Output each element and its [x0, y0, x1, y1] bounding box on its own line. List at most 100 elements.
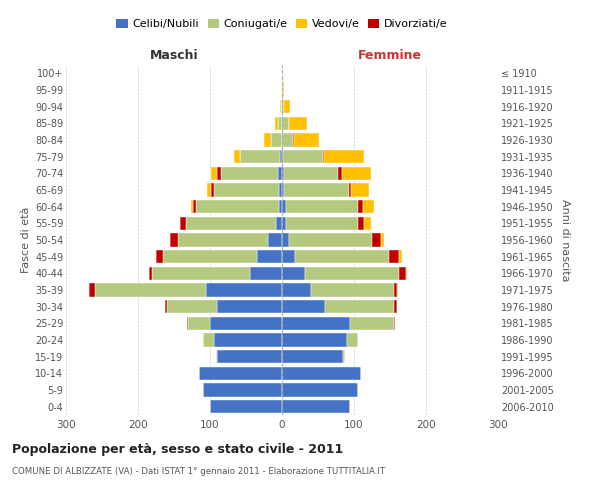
Bar [280, 100, 281, 114]
Bar [167, 300, 217, 314]
Bar [394, 316, 395, 330]
Bar [279, 200, 282, 213]
Bar [89, 284, 95, 296]
Bar [282, 134, 293, 146]
Bar [149, 266, 152, 280]
Bar [235, 150, 240, 164]
Bar [343, 350, 344, 364]
Bar [95, 284, 206, 296]
Bar [282, 234, 289, 246]
Bar [358, 216, 364, 230]
Bar [214, 184, 279, 196]
Bar [350, 316, 394, 330]
Bar [389, 250, 400, 264]
Bar [286, 216, 358, 230]
Bar [305, 266, 398, 280]
Legend: Celibi/Nubili, Coniugati/e, Vedovi/e, Divorziati/e: Celibi/Nubili, Coniugati/e, Vedovi/e, Di… [112, 14, 452, 34]
Bar [282, 84, 283, 96]
Bar [364, 216, 371, 230]
Bar [268, 234, 282, 246]
Bar [282, 200, 286, 213]
Text: Popolazione per età, sesso e stato civile - 2011: Popolazione per età, sesso e stato civil… [12, 442, 343, 456]
Bar [282, 300, 325, 314]
Bar [283, 84, 284, 96]
Text: Femmine: Femmine [358, 48, 422, 62]
Bar [257, 250, 282, 264]
Bar [163, 250, 257, 264]
Bar [211, 166, 217, 180]
Bar [170, 234, 178, 246]
Bar [214, 334, 282, 346]
Bar [276, 216, 282, 230]
Bar [282, 184, 284, 196]
Bar [217, 350, 282, 364]
Bar [216, 350, 217, 364]
Bar [278, 166, 282, 180]
Bar [156, 250, 163, 264]
Bar [380, 234, 384, 246]
Text: COMUNE DI ALBIZZATE (VA) - Dati ISTAT 1° gennaio 2011 - Elaborazione TUTTITALIA.: COMUNE DI ALBIZZATE (VA) - Dati ISTAT 1°… [12, 468, 385, 476]
Bar [293, 134, 294, 146]
Bar [196, 200, 279, 213]
Bar [203, 384, 282, 396]
Bar [188, 316, 210, 330]
Bar [394, 300, 397, 314]
Bar [282, 216, 286, 230]
Bar [289, 116, 307, 130]
Bar [372, 234, 380, 246]
Bar [275, 116, 278, 130]
Bar [282, 334, 347, 346]
Bar [199, 366, 282, 380]
Bar [282, 116, 289, 130]
Bar [250, 266, 282, 280]
Bar [282, 266, 305, 280]
Bar [282, 100, 284, 114]
Bar [217, 166, 221, 180]
Bar [294, 134, 319, 146]
Bar [264, 134, 271, 146]
Bar [210, 316, 282, 330]
Bar [206, 284, 282, 296]
Bar [282, 384, 358, 396]
Bar [282, 366, 361, 380]
Bar [286, 200, 358, 213]
Bar [406, 266, 407, 280]
Text: Maschi: Maschi [149, 48, 199, 62]
Bar [397, 284, 398, 296]
Bar [152, 266, 250, 280]
Bar [282, 316, 350, 330]
Bar [282, 166, 284, 180]
Bar [283, 150, 323, 164]
Bar [289, 234, 372, 246]
Bar [278, 116, 282, 130]
Bar [279, 184, 282, 196]
Bar [282, 250, 295, 264]
Bar [187, 316, 188, 330]
Bar [400, 250, 401, 264]
Bar [349, 184, 351, 196]
Bar [282, 284, 311, 296]
Bar [240, 150, 280, 164]
Bar [210, 400, 282, 413]
Bar [211, 184, 214, 196]
Bar [280, 150, 282, 164]
Bar [364, 200, 374, 213]
Bar [178, 234, 268, 246]
Bar [295, 250, 389, 264]
Bar [342, 166, 371, 180]
Bar [193, 200, 196, 213]
Bar [281, 100, 282, 114]
Bar [325, 300, 394, 314]
Bar [284, 100, 290, 114]
Bar [207, 184, 211, 196]
Bar [203, 334, 214, 346]
Bar [284, 184, 349, 196]
Bar [347, 334, 358, 346]
Bar [325, 150, 364, 164]
Bar [394, 284, 397, 296]
Bar [191, 200, 193, 213]
Bar [351, 184, 369, 196]
Bar [186, 216, 276, 230]
Y-axis label: Anni di nascita: Anni di nascita [560, 198, 571, 281]
Bar [180, 216, 181, 230]
